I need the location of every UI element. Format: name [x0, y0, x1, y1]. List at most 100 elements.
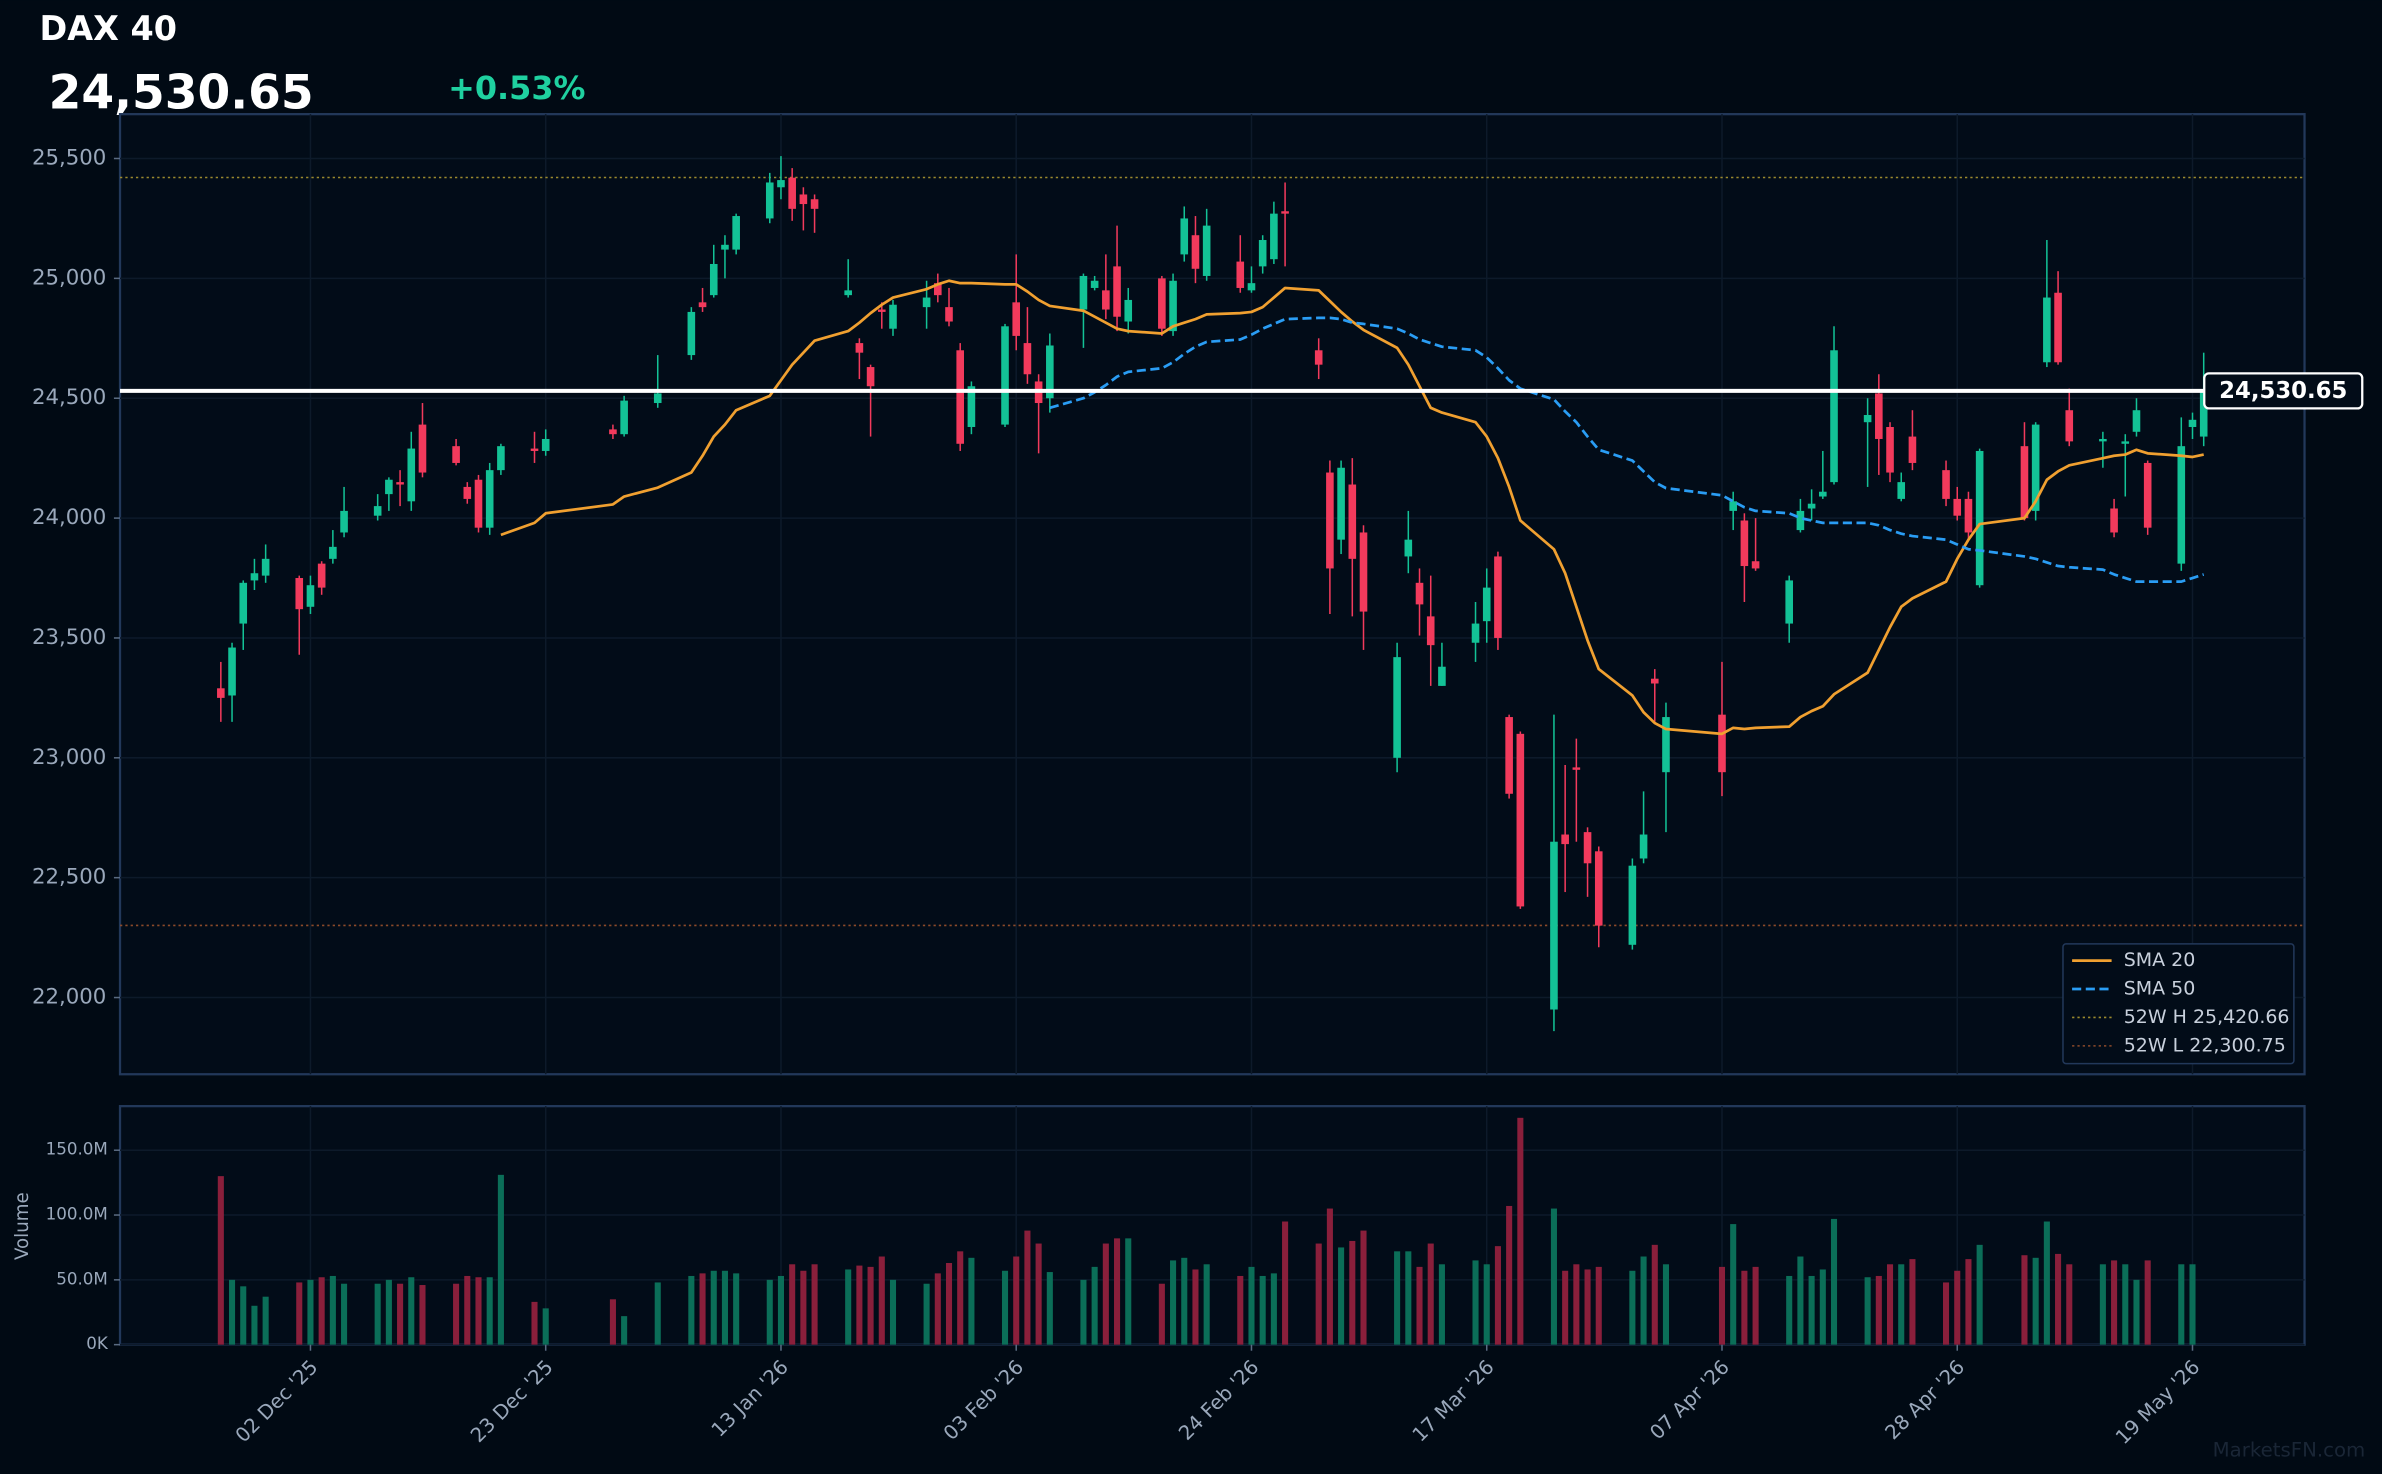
- volume-bar: [1830, 1218, 1838, 1345]
- candle-body: [1258, 240, 1267, 267]
- volume-bar: [957, 1251, 964, 1345]
- candle-body: [1359, 532, 1368, 612]
- candle-body: [2110, 508, 2118, 533]
- volume-bar: [2055, 1253, 2062, 1345]
- volume-panel: [118, 1105, 2306, 1346]
- volume-bar: [1203, 1264, 1210, 1345]
- candle-body: [1247, 283, 1256, 291]
- candle-body: [1583, 832, 1592, 864]
- candle-body: [709, 263, 718, 296]
- volume-bar: [1181, 1257, 1188, 1345]
- candle-body: [1494, 556, 1502, 638]
- volume-bar: [1259, 1275, 1266, 1345]
- volume-tick-label: 0K: [86, 1333, 109, 1353]
- candle-body: [698, 302, 707, 308]
- candle-body: [1572, 767, 1581, 770]
- volume-bar: [721, 1270, 728, 1345]
- candle-body: [340, 510, 348, 533]
- volume-bar: [262, 1296, 269, 1345]
- candle-body: [1023, 343, 1032, 375]
- volume-bar: [251, 1305, 258, 1345]
- volume-bar: [889, 1279, 897, 1345]
- volume-bar: [1819, 1269, 1826, 1345]
- volume-bar: [1886, 1264, 1894, 1345]
- legend-label: 52W H 25,420.66: [2124, 1006, 2290, 1028]
- volume-bar: [2043, 1221, 2050, 1345]
- candle-body: [452, 446, 460, 463]
- candle-body: [541, 438, 550, 451]
- y-tick-label: 25,500: [32, 146, 106, 171]
- volume-bar: [1875, 1275, 1882, 1345]
- candle-body: [2177, 446, 2186, 564]
- volume-bar: [688, 1275, 695, 1345]
- volume-bar: [2099, 1264, 2106, 1345]
- candle-body: [2121, 441, 2130, 444]
- volume-bar: [2021, 1255, 2028, 1345]
- volume-bar: [934, 1273, 941, 1345]
- volume-bar: [1752, 1266, 1759, 1345]
- volume-bar: [2133, 1279, 2140, 1345]
- volume-bar: [296, 1282, 303, 1345]
- volume-bar: [699, 1273, 706, 1345]
- candle-body: [485, 470, 494, 528]
- volume-bar: [1640, 1256, 1647, 1345]
- volume-bar: [2178, 1264, 2185, 1345]
- candle-body: [1314, 350, 1323, 365]
- candle-body: [1191, 235, 1200, 269]
- candle-body: [407, 448, 416, 502]
- candle-body: [1897, 482, 1906, 499]
- volume-bar: [1898, 1264, 1905, 1345]
- candle-body: [777, 180, 785, 188]
- candle-body: [1113, 266, 1121, 317]
- candle-body: [317, 563, 326, 588]
- price-change: +0.53%: [448, 69, 585, 107]
- volume-bar: [1797, 1256, 1804, 1345]
- candle-body: [1393, 657, 1401, 758]
- y-tick-label: 23,500: [32, 625, 106, 650]
- candle-body: [1102, 290, 1110, 310]
- volume-bar: [385, 1279, 392, 1345]
- volume-tick-label: 150.0M: [46, 1139, 108, 1159]
- candle-body: [1830, 350, 1838, 483]
- volume-bar: [710, 1270, 717, 1345]
- y-tick-label: 24,500: [32, 385, 106, 410]
- last-price: 24,530.65: [49, 65, 314, 120]
- candle-body: [418, 424, 427, 473]
- candle-body: [1281, 211, 1289, 214]
- volume-bar: [1629, 1270, 1636, 1345]
- candle-body: [1090, 280, 1099, 288]
- candle-body: [1046, 345, 1054, 399]
- candle-body: [1942, 470, 1950, 499]
- volume-bar: [923, 1283, 930, 1345]
- volume-bar: [1427, 1243, 1434, 1345]
- legend-box: [2062, 943, 2295, 1065]
- candle-body: [810, 199, 819, 209]
- volume-bar: [811, 1264, 818, 1345]
- volume-bar: [1808, 1275, 1815, 1345]
- sma-line: [500, 279, 2204, 736]
- volume-bar: [1595, 1266, 1602, 1345]
- candle-body: [1001, 326, 1009, 425]
- volume-bar: [1965, 1259, 1972, 1345]
- volume-bar: [1237, 1275, 1244, 1345]
- candle-body: [1628, 865, 1637, 945]
- volume-bar: [1158, 1283, 1165, 1345]
- volume-tick-label: 50.0M: [56, 1268, 108, 1288]
- y-tick-label: 25,000: [32, 265, 106, 290]
- candle-body: [1169, 280, 1177, 332]
- volume-bar: [777, 1275, 785, 1345]
- volume-bar: [856, 1265, 863, 1345]
- volume-bar: [609, 1299, 616, 1345]
- volume-bar: [1013, 1256, 1020, 1345]
- volume-bar: [867, 1266, 874, 1345]
- candle-body: [934, 283, 942, 296]
- candle-body: [306, 585, 315, 607]
- volume-bar: [1405, 1251, 1412, 1345]
- volume-bar: [1550, 1208, 1557, 1345]
- candle-body: [922, 297, 931, 308]
- volume-bar: [1080, 1279, 1087, 1345]
- candle-body: [1639, 834, 1648, 859]
- candle-body: [1404, 539, 1413, 557]
- volume-bar: [1125, 1238, 1132, 1345]
